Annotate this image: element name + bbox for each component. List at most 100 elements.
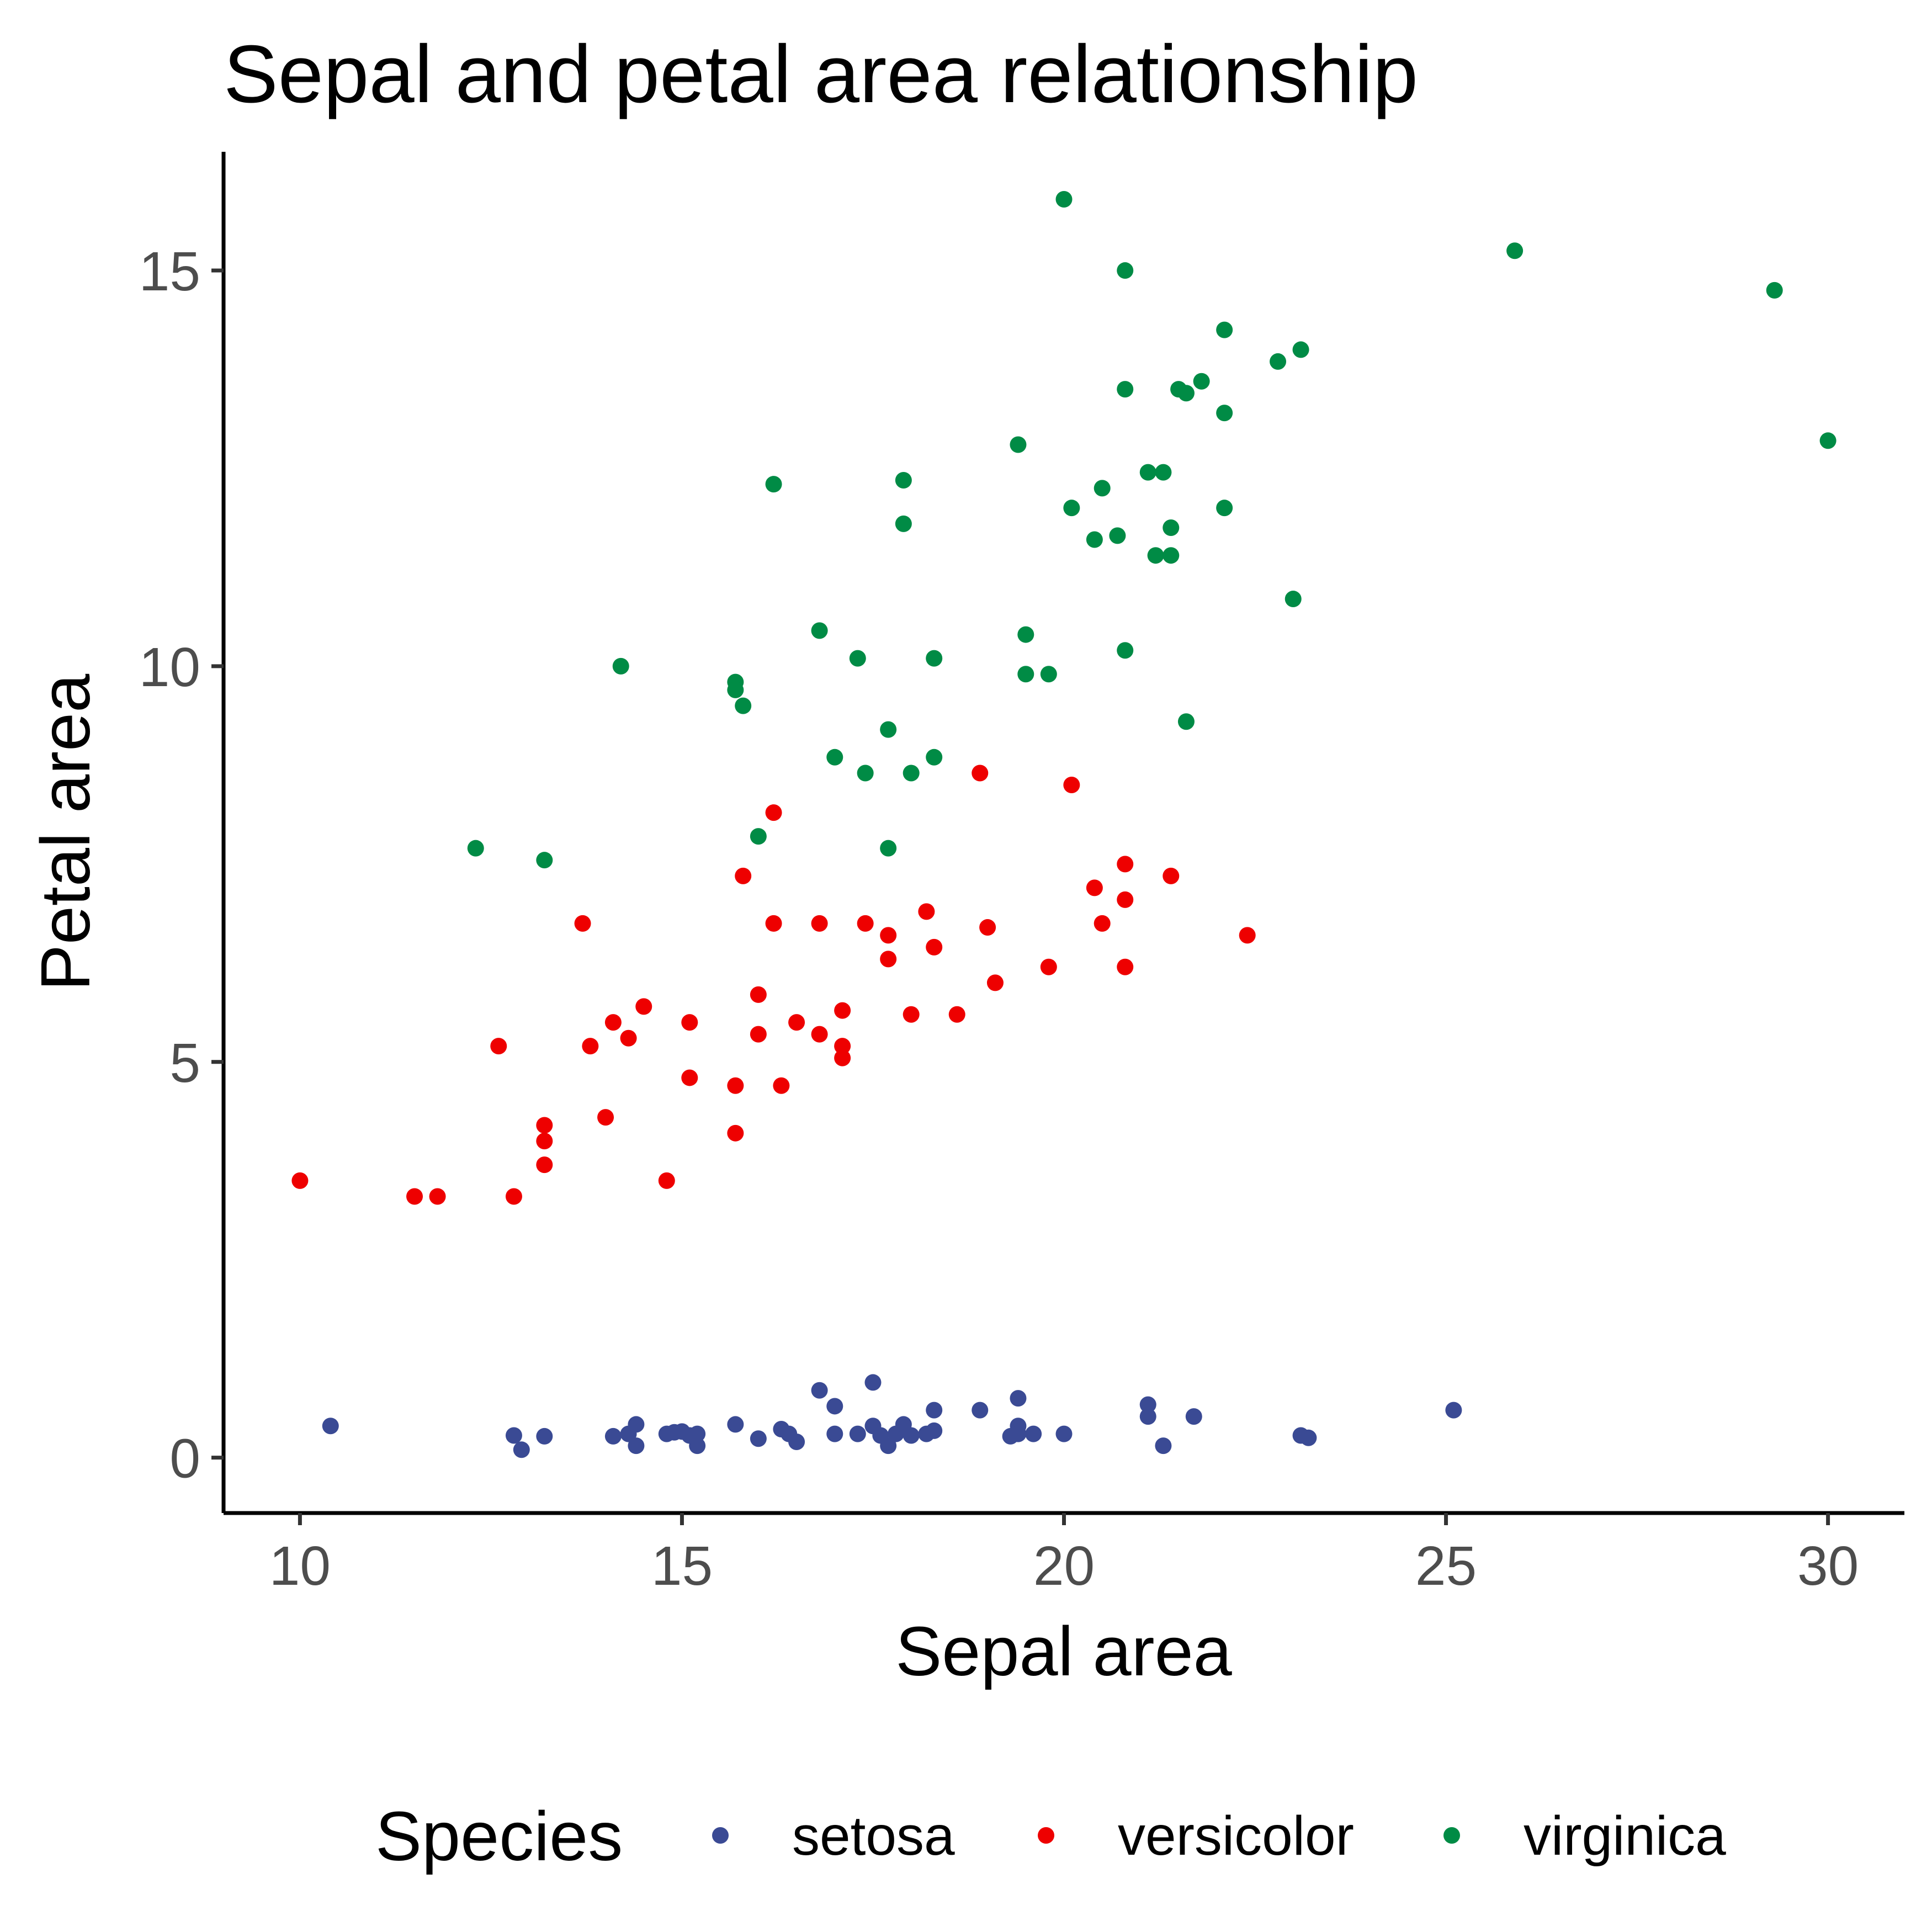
data-point-virginica — [1041, 666, 1057, 682]
data-point-versicolor — [635, 998, 652, 1015]
data-point-versicolor — [979, 919, 996, 936]
data-point-versicolor — [788, 1014, 805, 1031]
data-point-virginica — [1293, 341, 1309, 358]
data-point-setosa — [826, 1398, 843, 1414]
y-tick-label: 0 — [169, 1428, 200, 1490]
data-point-versicolor — [1163, 868, 1179, 884]
legend-label-virginica: virginica — [1524, 1805, 1726, 1867]
data-point-versicolor — [536, 1156, 553, 1173]
data-point-setosa — [628, 1437, 644, 1454]
data-point-setosa — [826, 1426, 843, 1442]
data-point-versicolor — [918, 903, 935, 920]
data-point-versicolor — [811, 1026, 828, 1043]
data-point-virginica — [895, 516, 912, 532]
y-axis-title: Petal area — [26, 673, 104, 991]
data-point-versicolor — [750, 1026, 767, 1043]
data-point-versicolor — [972, 765, 988, 781]
data-point-versicolor — [1117, 959, 1133, 975]
data-point-virginica — [1216, 500, 1233, 516]
plot-area — [291, 191, 1836, 1458]
data-point-virginica — [1155, 464, 1171, 481]
data-point-setosa — [1445, 1402, 1462, 1419]
data-point-setosa — [1186, 1408, 1202, 1425]
data-point-versicolor — [1117, 856, 1133, 872]
data-point-versicolor — [834, 1050, 851, 1066]
data-point-versicolor — [681, 1014, 698, 1031]
data-point-versicolor — [987, 974, 1004, 991]
data-point-setosa — [513, 1441, 530, 1458]
data-point-virginica — [926, 650, 942, 667]
y-axis-ticks: 0 5 10 15 — [139, 241, 224, 1490]
data-point-versicolor — [620, 1030, 637, 1047]
data-point-virginica — [895, 472, 912, 489]
data-point-virginica — [880, 721, 896, 738]
data-point-virginica — [1178, 713, 1195, 730]
series-setosa — [322, 1374, 1462, 1458]
data-point-versicolor — [750, 986, 767, 1003]
legend-key-virginica — [1443, 1827, 1460, 1844]
chart-title: Sepal and petal area relationship — [224, 29, 1418, 120]
data-point-versicolor — [659, 1172, 675, 1189]
data-point-versicolor — [536, 1133, 553, 1149]
data-point-virginica — [1285, 591, 1302, 607]
data-point-virginica — [1117, 642, 1133, 659]
x-tick-label: 30 — [1797, 1535, 1859, 1597]
data-point-virginica — [468, 840, 484, 857]
data-point-virginica — [880, 840, 896, 857]
data-point-setosa — [1155, 1437, 1171, 1454]
data-point-virginica — [811, 622, 828, 639]
data-point-setosa — [727, 1416, 744, 1432]
legend-title: Species — [375, 1797, 623, 1875]
data-point-setosa — [1056, 1426, 1073, 1442]
data-point-setosa — [972, 1402, 988, 1419]
data-point-versicolor — [681, 1069, 698, 1086]
data-point-setosa — [689, 1437, 705, 1454]
data-point-virginica — [1193, 373, 1210, 390]
data-point-setosa — [903, 1427, 920, 1443]
data-point-setosa — [322, 1418, 339, 1434]
legend-items: setosa versicolor virginica — [712, 1805, 1726, 1867]
data-point-versicolor — [1063, 777, 1080, 793]
data-point-versicolor — [536, 1117, 553, 1133]
data-point-setosa — [864, 1374, 881, 1390]
data-point-versicolor — [429, 1188, 446, 1205]
data-point-setosa — [605, 1428, 622, 1445]
data-point-versicolor — [880, 951, 896, 967]
data-point-virginica — [735, 698, 751, 714]
x-tick-label: 25 — [1415, 1535, 1477, 1597]
data-point-virginica — [1094, 480, 1111, 496]
data-point-versicolor — [766, 804, 782, 821]
legend: Species setosa versicolor virginica — [375, 1797, 1726, 1875]
data-point-versicolor — [605, 1014, 622, 1031]
data-point-setosa — [1300, 1430, 1317, 1446]
data-point-versicolor — [773, 1078, 789, 1094]
data-point-virginica — [1117, 381, 1133, 397]
data-point-versicolor — [597, 1109, 614, 1126]
legend-key-versicolor — [1038, 1827, 1054, 1844]
data-point-versicolor — [735, 868, 751, 884]
data-point-virginica — [1163, 519, 1179, 536]
x-tick-label: 15 — [651, 1535, 713, 1597]
data-point-versicolor — [1117, 891, 1133, 908]
data-point-setosa — [628, 1416, 644, 1432]
data-point-virginica — [1216, 322, 1233, 338]
data-point-versicolor — [506, 1188, 522, 1205]
data-point-virginica — [1017, 666, 1034, 682]
series-versicolor — [291, 765, 1255, 1204]
data-point-virginica — [1270, 353, 1286, 370]
data-point-virginica — [926, 749, 942, 766]
data-point-versicolor — [766, 915, 782, 932]
data-point-setosa — [536, 1428, 553, 1445]
data-point-versicolor — [880, 927, 896, 943]
data-point-setosa — [1010, 1390, 1026, 1406]
data-point-virginica — [536, 852, 553, 868]
data-point-versicolor — [582, 1038, 598, 1054]
data-point-virginica — [1086, 532, 1103, 548]
data-point-virginica — [850, 650, 866, 667]
data-point-virginica — [750, 828, 767, 845]
y-tick-label: 10 — [139, 636, 200, 698]
data-point-versicolor — [811, 915, 828, 932]
legend-key-setosa — [712, 1827, 729, 1844]
data-point-virginica — [613, 658, 629, 675]
